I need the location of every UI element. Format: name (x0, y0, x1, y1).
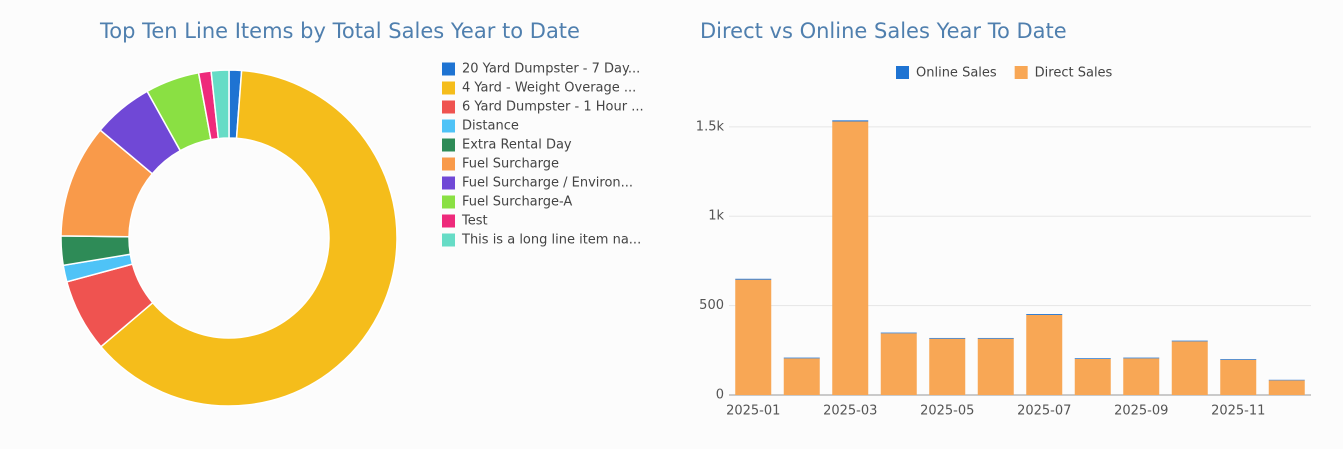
chart-title: Top Ten Line Items by Total Sales Year t… (99, 19, 580, 43)
legend-label: Test (461, 214, 488, 229)
bar-segment (783, 357, 820, 359)
legend-swatch (442, 157, 455, 171)
x-tick-label: 2025-07 (1017, 404, 1071, 419)
bar-segment (1220, 359, 1257, 360)
legend-label: Distance (462, 119, 519, 134)
bar-segment (929, 338, 966, 395)
bar-segment (929, 337, 966, 339)
legend-swatch (442, 138, 455, 152)
donut-slice (210, 69, 230, 140)
legend-label: Fuel Surcharge (462, 157, 559, 172)
bar-segment (1026, 314, 1063, 315)
bar-segment (832, 120, 869, 122)
legend-label: Extra Rental Day (462, 138, 572, 153)
legend-swatch (442, 100, 455, 114)
legend-swatch (1014, 66, 1028, 79)
x-tick-label: 2025-01 (726, 404, 780, 419)
bar-segment (1074, 358, 1111, 359)
legend-swatch (442, 119, 455, 133)
bar-segment (1220, 359, 1257, 395)
legend-swatch (442, 81, 455, 95)
bar-segment (1123, 357, 1160, 359)
legend-swatch (896, 66, 909, 79)
bar-segment (1268, 379, 1305, 381)
legend-label: Fuel Surcharge / Environ... (462, 176, 633, 191)
bar-segment (977, 337, 1014, 339)
legend-label: 20 Yard Dumpster - 7 Day... (462, 62, 640, 77)
bar-segment (977, 338, 1014, 395)
legend-label: This is a long line item na... (461, 233, 641, 248)
bar-segment (735, 278, 772, 280)
bar-segment (880, 333, 917, 395)
bar-segment (1268, 380, 1305, 395)
bar-segment (735, 279, 772, 395)
bar-segment (832, 121, 869, 396)
legend-swatch (442, 195, 455, 209)
y-tick-label: 500 (699, 298, 724, 313)
x-tick-label: 2025-05 (920, 404, 974, 419)
y-tick-label: 0 (716, 388, 724, 403)
bar-segment (1171, 340, 1208, 342)
bar-segment (1123, 358, 1160, 395)
chart-title: Direct vs Online Sales Year To Date (700, 19, 1067, 43)
donut-slice (99, 69, 398, 407)
y-tick-label: 1.5k (696, 119, 725, 134)
legend-swatch (442, 214, 455, 228)
legend-label: Fuel Surcharge-A (462, 195, 572, 210)
legend-label: 4 Yard - Weight Overage ... (462, 81, 636, 96)
y-tick-label: 1k (708, 209, 724, 224)
bar-segment (1074, 358, 1111, 395)
bar-segment (1171, 341, 1208, 395)
bar-segment (1026, 314, 1063, 395)
legend-swatch (442, 233, 455, 247)
x-tick-label: 2025-09 (1114, 404, 1168, 419)
bar-segment (783, 358, 820, 395)
bar-segment (880, 332, 917, 334)
x-tick-label: 2025-11 (1211, 404, 1265, 419)
legend-label: Online Sales (916, 66, 997, 81)
legend-label: Direct Sales (1035, 66, 1113, 81)
legend-swatch (442, 176, 455, 190)
legend-swatch (442, 62, 455, 76)
x-tick-label: 2025-03 (823, 404, 877, 419)
legend-label: 6 Yard Dumpster - 1 Hour ... (462, 100, 644, 115)
